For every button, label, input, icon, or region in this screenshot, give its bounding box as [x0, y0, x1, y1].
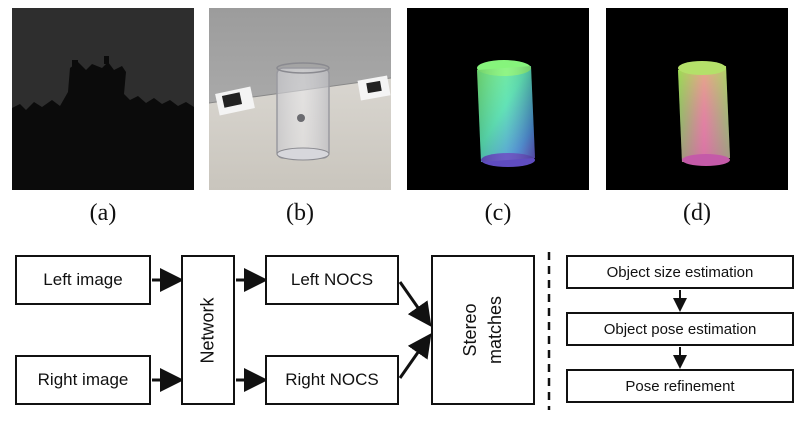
caption-b: (b) — [286, 200, 314, 226]
right-image-box: Right image — [15, 355, 151, 405]
caption-a: (a) — [89, 200, 117, 226]
panel-d-ground-truth-nocs — [606, 8, 788, 190]
arrow-left-nocs-to-stereo — [398, 281, 432, 327]
right-nocs-box: Right NOCS — [265, 355, 399, 405]
stereo-label-line2: matches — [485, 295, 505, 365]
arrow-right-nocs-to-stereo — [398, 333, 432, 379]
caption-c: (c) — [484, 200, 512, 226]
network-label: Network — [197, 296, 218, 364]
stereo-matches-box: Stereo matches — [431, 255, 535, 405]
stereo-label-line1: Stereo — [460, 303, 480, 357]
left-nocs-box: Left NOCS — [265, 255, 399, 305]
panel-c-predicted-nocs — [407, 8, 589, 190]
panel-b-rgb-photo — [209, 8, 391, 190]
object-pose-estimation-box: Object pose estimation — [566, 312, 794, 346]
left-image-box: Left image — [15, 255, 151, 305]
caption-d: (d) — [683, 200, 711, 226]
network-box: Network — [181, 255, 235, 405]
pose-refinement-box: Pose refinement — [566, 369, 794, 403]
object-size-estimation-box: Object size estimation — [566, 255, 794, 289]
panel-a-depth-map — [12, 8, 194, 190]
